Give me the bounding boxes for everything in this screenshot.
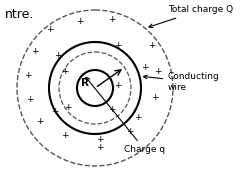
Text: +: +: [148, 41, 156, 50]
Text: +: +: [96, 136, 104, 144]
Text: +: +: [54, 51, 62, 59]
Text: +: +: [61, 67, 69, 77]
Text: +: +: [108, 16, 116, 25]
Text: +: +: [36, 117, 44, 127]
Text: +: +: [141, 64, 149, 73]
Text: +: +: [151, 93, 159, 103]
Text: R: R: [81, 78, 89, 88]
Text: +: +: [51, 107, 59, 116]
Text: +: +: [64, 103, 72, 113]
Text: +: +: [61, 130, 69, 139]
Text: +: +: [114, 41, 122, 50]
Text: ntre.: ntre.: [5, 8, 34, 21]
Text: +: +: [26, 95, 34, 104]
Text: +: +: [46, 26, 54, 34]
Text: +: +: [96, 143, 104, 152]
Text: +: +: [76, 18, 84, 27]
Text: Conducting
wire: Conducting wire: [143, 72, 220, 92]
Text: +: +: [154, 67, 162, 77]
Text: Charge q: Charge q: [86, 77, 166, 154]
Text: +: +: [108, 105, 116, 115]
Text: +: +: [24, 70, 32, 79]
Text: Total charge Q: Total charge Q: [149, 6, 233, 28]
Text: +: +: [134, 114, 142, 123]
Text: +: +: [114, 80, 122, 90]
Text: +: +: [31, 47, 39, 56]
Text: +: +: [126, 127, 134, 137]
